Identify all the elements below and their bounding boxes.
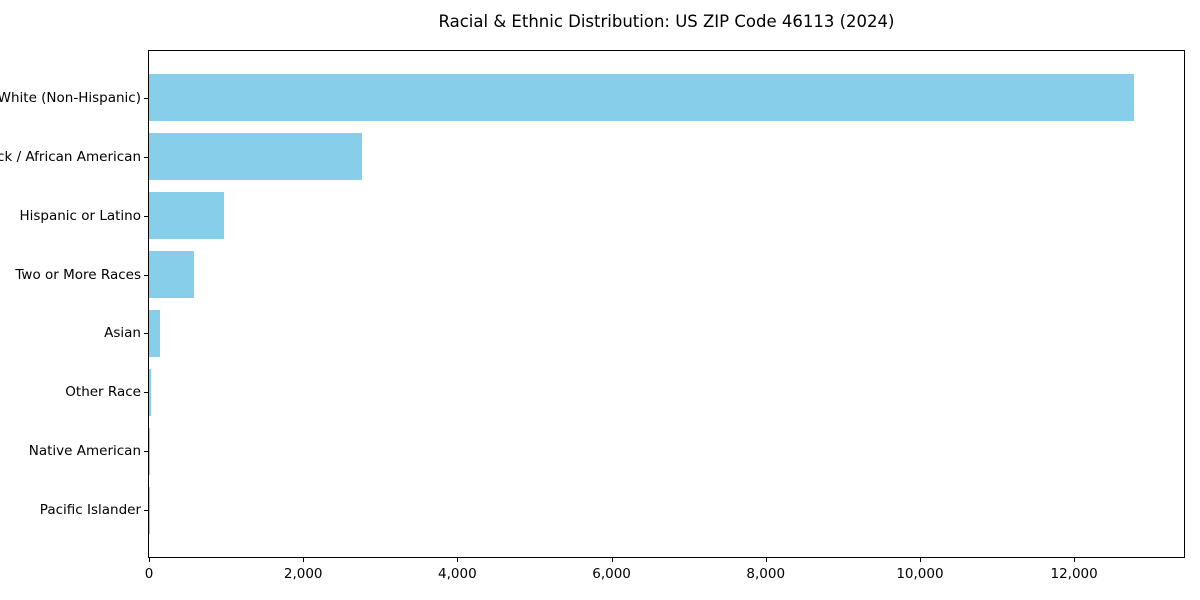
y-tick-mark: [144, 274, 148, 276]
x-tick-label: 8,000: [746, 566, 786, 582]
bar-two-or-more-races: [149, 250, 194, 299]
x-tick-label: 12,000: [1050, 566, 1098, 582]
x-tick-mark: [765, 558, 767, 562]
y-tick-mark: [144, 333, 148, 335]
bar-white-non-hispanic: [149, 74, 1135, 122]
x-tick-label: 10,000: [896, 566, 944, 582]
y-tick-label: Two or More Races: [15, 266, 141, 283]
y-tick-mark: [144, 156, 148, 158]
x-tick-label: 4,000: [438, 566, 477, 582]
y-tick-label: Black / African American: [0, 148, 141, 165]
x-tick-mark: [919, 558, 921, 562]
x-tick-label: 2,000: [283, 566, 323, 582]
y-tick-mark: [144, 451, 148, 453]
y-tick-label: White (Non-Hispanic): [0, 89, 141, 106]
y-tick-mark: [144, 510, 148, 512]
x-tick-mark: [457, 558, 459, 562]
x-tick-label: 0: [144, 566, 154, 582]
bar-hispanic-or-latino: [149, 191, 224, 240]
chart-title: Racial & Ethnic Distribution: US ZIP Cod…: [438, 12, 895, 31]
y-tick-mark: [144, 392, 148, 394]
y-tick-label: Pacific Islander: [39, 502, 141, 519]
plot-area: [148, 50, 1185, 558]
x-tick-mark: [149, 558, 150, 562]
y-tick-mark: [144, 97, 148, 99]
x-tick-label: 6,000: [592, 566, 631, 582]
bar-native-american: [149, 427, 150, 476]
x-tick-mark: [611, 558, 613, 562]
x-tick-mark: [1074, 558, 1076, 562]
bar-black-african-american: [149, 132, 362, 181]
y-tick-mark: [144, 215, 148, 217]
x-tick-mark: [303, 558, 305, 562]
bar-other-race: [149, 368, 151, 417]
y-tick-label: Native American: [28, 443, 141, 460]
y-tick-label: Other Race: [65, 384, 141, 401]
bar-asian: [149, 309, 160, 358]
y-tick-label: Hispanic or Latino: [19, 207, 141, 224]
y-tick-label: Asian: [104, 325, 141, 342]
